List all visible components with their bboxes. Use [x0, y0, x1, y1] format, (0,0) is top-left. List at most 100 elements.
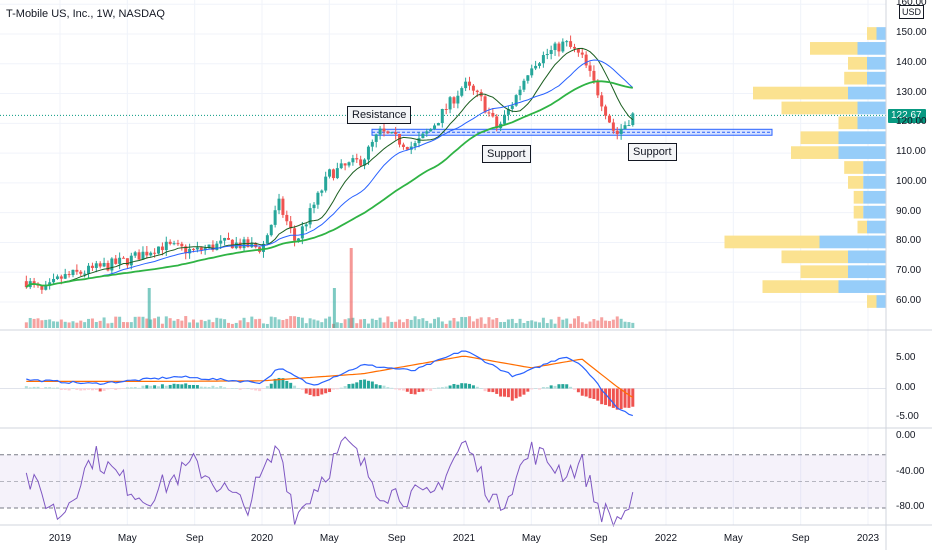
candle-body	[398, 134, 402, 145]
macd-histogram-bar	[413, 388, 417, 395]
macd-histogram-bar	[102, 388, 106, 391]
volume-profile-up	[863, 205, 886, 219]
candle-body	[355, 158, 359, 160]
time-tick-label: May	[521, 533, 541, 544]
time-tick-label: 2020	[250, 533, 274, 544]
macd-histogram-bar	[534, 388, 538, 389]
volume-bar	[545, 323, 549, 328]
macd-histogram-bar	[211, 385, 215, 389]
volume-bar	[261, 323, 265, 328]
macd-histogram-bar	[409, 388, 413, 394]
volume-bar	[378, 317, 382, 328]
candle-body	[106, 262, 110, 271]
macd-histogram-bar	[273, 378, 277, 389]
candle-body	[359, 159, 363, 166]
volume-bar	[382, 322, 386, 328]
candle-body	[588, 65, 592, 71]
volume-bar	[293, 316, 297, 328]
macd-histogram-bar	[471, 385, 475, 389]
candle-body	[207, 244, 211, 248]
candle-body	[561, 41, 565, 52]
macd-histogram-bar	[118, 388, 122, 390]
volume-bar	[328, 316, 332, 328]
candle-body	[495, 116, 499, 129]
price-tick-label: 160.00	[896, 0, 927, 9]
macd-histogram-bar	[215, 387, 219, 389]
volume-bar	[588, 321, 592, 328]
candle-body	[468, 81, 472, 86]
price-tick-label: 80.00	[896, 235, 922, 247]
candle-body	[584, 54, 588, 66]
candle-body	[293, 228, 297, 241]
macd-histogram-bar	[530, 388, 534, 390]
price-tick-label: 120.00	[896, 116, 927, 128]
macd-histogram-bar	[250, 388, 254, 390]
volume-bar	[363, 318, 367, 328]
rsi-tick-label: 0.00	[896, 430, 916, 441]
volume-bar	[246, 322, 250, 328]
macd-histogram-bar	[491, 388, 495, 393]
macd-histogram-bar	[355, 382, 359, 389]
macd-histogram-bar	[137, 387, 141, 389]
macd-histogram-bar	[452, 384, 456, 389]
volume-bar	[258, 318, 262, 328]
time-tick-label: May	[319, 533, 339, 544]
grid-layer	[0, 0, 886, 525]
candle-body	[440, 109, 444, 124]
candle-body	[55, 276, 59, 279]
volume-profile-up	[848, 250, 886, 264]
volume-bar	[207, 319, 211, 328]
candle-body	[94, 263, 98, 268]
volume-profile-up	[857, 101, 886, 115]
candle-body	[328, 169, 332, 177]
candle-body	[44, 285, 48, 290]
volume-bar	[436, 317, 440, 328]
volume-bar	[195, 322, 199, 328]
volume-profile-down	[838, 116, 858, 130]
macd-histogram-bar	[90, 388, 94, 391]
candle-body	[370, 141, 374, 147]
macd-histogram-bar	[304, 388, 308, 394]
macd-histogram-bar	[176, 384, 180, 389]
volume-profile-up	[867, 56, 886, 70]
volume-bar	[604, 320, 608, 328]
volume-bar	[565, 318, 569, 328]
volume-profile-up	[876, 295, 886, 308]
macd-histogram-bar	[510, 388, 514, 401]
volume-bar	[390, 321, 394, 328]
rsi-tick-label: -80.00	[896, 501, 925, 512]
volume-bar	[289, 316, 293, 328]
time-tick-label: 2021	[452, 533, 476, 544]
volume-bar	[596, 320, 600, 328]
candle-body	[518, 89, 522, 96]
volume-bar	[394, 321, 398, 328]
macd-histogram-bar	[296, 387, 300, 389]
rsi-pane	[0, 436, 886, 528]
candle-body	[277, 198, 281, 211]
volume-bar	[67, 322, 71, 328]
candle-body	[569, 41, 573, 47]
macd-histogram-bar	[48, 387, 52, 389]
candle-body	[164, 241, 168, 251]
sma-20-line	[25, 59, 634, 288]
candle-body	[215, 243, 219, 251]
candle-body	[343, 163, 347, 166]
candle-body	[114, 258, 118, 264]
volume-bar	[359, 319, 363, 328]
volume-bar	[234, 322, 238, 328]
volume-bar	[48, 319, 52, 328]
volume-profile-down	[848, 176, 864, 189]
candle-body	[425, 131, 429, 134]
macd-histogram-bar	[79, 388, 83, 391]
macd-histogram-bar	[67, 388, 71, 391]
macd-histogram-bar	[382, 385, 386, 389]
volume-bar	[413, 316, 417, 328]
volume-profile-down	[791, 146, 839, 159]
currency-label[interactable]: USD	[899, 5, 925, 19]
candle-body	[289, 221, 293, 229]
volume-bar	[188, 322, 192, 328]
candle-body	[312, 204, 316, 209]
macd-histogram-bar	[503, 388, 507, 397]
macd-histogram-bar	[429, 388, 433, 392]
volume-bar	[238, 320, 242, 328]
